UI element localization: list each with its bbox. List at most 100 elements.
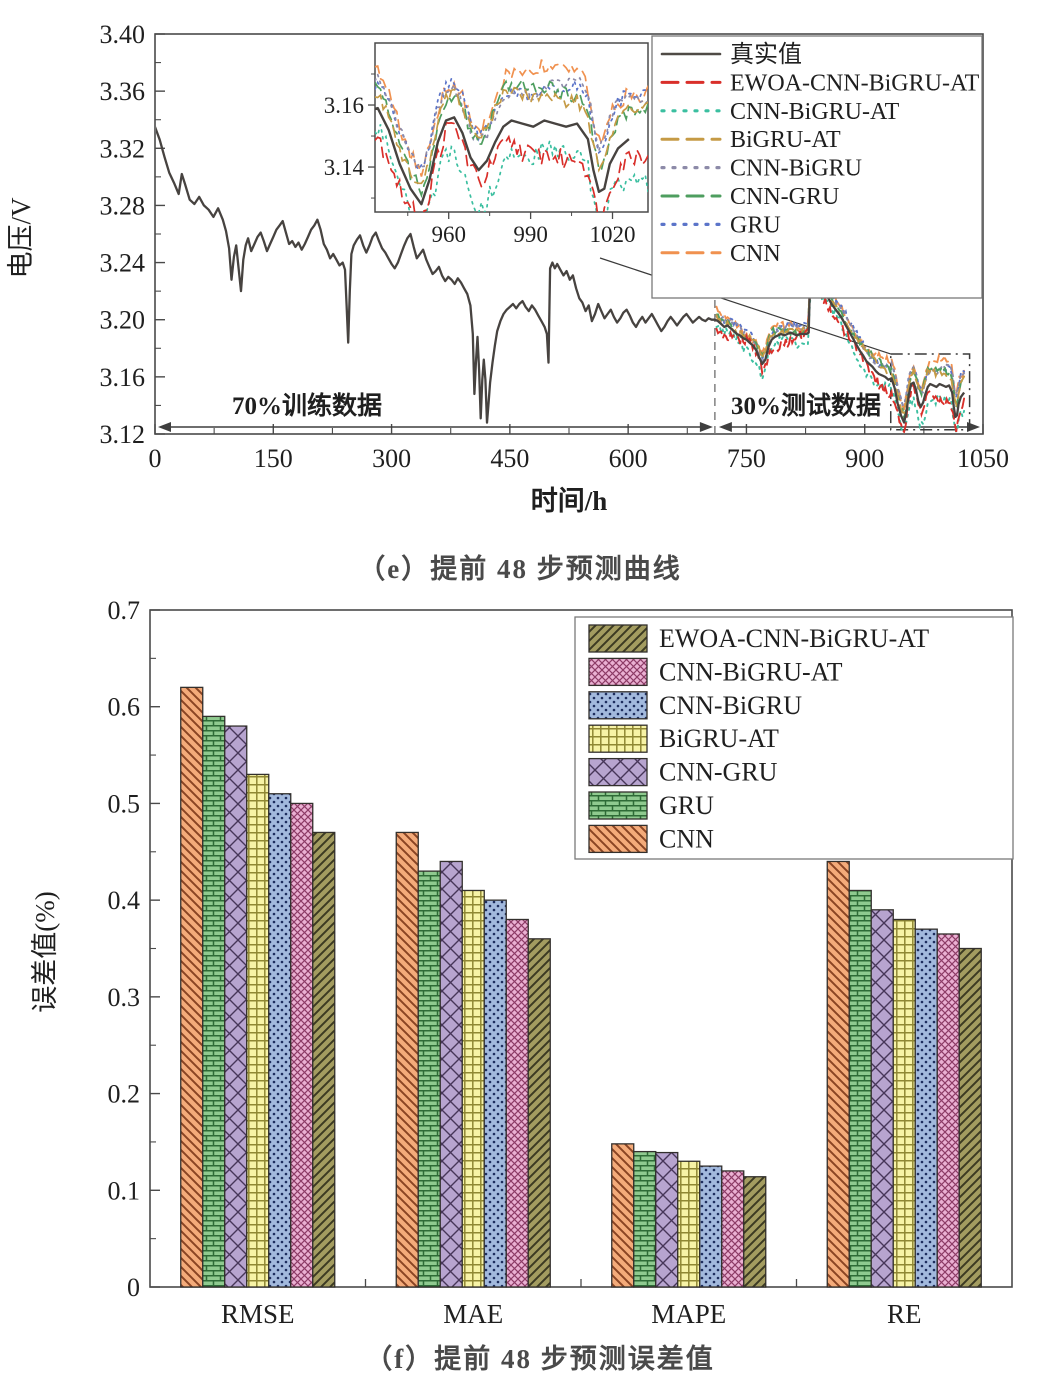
x-tick-label: 450 bbox=[490, 444, 529, 473]
y-tick-label: 0.2 bbox=[108, 1080, 141, 1109]
bar-GRU bbox=[417, 870, 441, 1288]
bar-group-MAE bbox=[395, 831, 551, 1288]
y-tick-label: 0.7 bbox=[108, 600, 141, 625]
bar-legend-label: BiGRU-AT bbox=[659, 724, 779, 753]
legend-label: CNN-GRU bbox=[730, 184, 839, 210]
bar-GRU bbox=[848, 889, 872, 1288]
category-label: MAPE bbox=[651, 1299, 726, 1329]
bar-legend-swatch-GRU bbox=[588, 791, 648, 820]
category-label: MAE bbox=[443, 1299, 503, 1329]
x-tick-label: 900 bbox=[845, 444, 884, 473]
series-group bbox=[156, 126, 966, 433]
y-tick-label: 3.16 bbox=[100, 363, 146, 392]
bar-EWOA-CNN-BiGRU-AT bbox=[527, 938, 551, 1288]
bar-CNN-BiGRU bbox=[483, 899, 507, 1288]
bar-legend-swatch-BiGRU-AT bbox=[588, 724, 648, 753]
bar-group-RE bbox=[826, 860, 982, 1288]
bar-EWOA-CNN-BiGRU-AT bbox=[743, 1176, 767, 1288]
y-tick-label: 0.1 bbox=[108, 1176, 141, 1205]
bar-GRU bbox=[202, 715, 226, 1288]
bar-BiGRU-AT bbox=[461, 889, 485, 1288]
y-tick-label: 3.12 bbox=[100, 420, 146, 449]
test-region-label: 30%测试数据 bbox=[731, 392, 881, 420]
bar-BiGRU-AT bbox=[892, 918, 916, 1288]
y-tick-label: 0.3 bbox=[108, 983, 141, 1012]
bar-BiGRU-AT bbox=[677, 1160, 701, 1288]
x-tick-label: 1050 bbox=[957, 444, 1009, 473]
bar-chart-f: 误差值(%) （f）提前 48 步预测误差值 0 0.1 0.2 0.3 0.4 0.5 0… bbox=[30, 600, 1014, 1374]
x-tick-label: 150 bbox=[254, 444, 293, 473]
bar-legend-label: EWOA-CNN-BiGRU-AT bbox=[659, 624, 929, 653]
inset-series-group bbox=[375, 59, 648, 212]
bar-legend-label: CNN-BiGRU-AT bbox=[659, 657, 843, 686]
inset-frame bbox=[374, 42, 649, 213]
train-span-arrow-head-right bbox=[699, 422, 713, 432]
x-tick-label: 300 bbox=[372, 444, 411, 473]
bar-CNN-BiGRU-AT bbox=[290, 802, 314, 1288]
bar-legend-swatch-CNN-BiGRU bbox=[588, 691, 648, 720]
inset-pred-line-BiGRU-AT bbox=[375, 86, 648, 185]
bar-CNN bbox=[826, 860, 850, 1288]
inset-y-tick-label: 3.14 bbox=[324, 155, 365, 180]
bar-CNN bbox=[395, 831, 419, 1288]
bar-legend-swatch-CNN-GRU bbox=[588, 757, 648, 787]
x-tick-label: 750 bbox=[727, 444, 766, 473]
bar-CNN-GRU bbox=[224, 725, 248, 1288]
y-tick-label: 0.6 bbox=[108, 693, 141, 722]
inset-x-tick-label: 990 bbox=[513, 222, 548, 247]
bar-group-RMSE bbox=[180, 686, 336, 1288]
bar-CNN-BiGRU-AT bbox=[505, 918, 529, 1288]
bar-BiGRU-AT bbox=[246, 773, 270, 1288]
train-region-label: 70%训练数据 bbox=[232, 391, 382, 420]
bar-legend-swatch-EWOA-CNN-BiGRU-AT bbox=[588, 624, 648, 653]
x-tick-label: 600 bbox=[609, 444, 648, 473]
bar-legend-label: GRU bbox=[659, 791, 714, 820]
legend-label: BiGRU-AT bbox=[730, 127, 841, 153]
bar-legend-swatch-CNN-BiGRU-AT bbox=[588, 657, 648, 687]
category-label: RE bbox=[887, 1299, 922, 1329]
caption-f: （f）提前 48 步预测误差值 bbox=[365, 1343, 715, 1374]
y-tick-label: 0.5 bbox=[108, 789, 141, 818]
inset-y-tick-label: 3.16 bbox=[324, 93, 364, 118]
x-axis-label-time: 时间/h bbox=[531, 486, 608, 516]
legend-label: CNN-BiGRU-AT bbox=[730, 99, 900, 125]
inset-pred-line-CNN-BiGRU-AT bbox=[375, 124, 648, 212]
pred-line-CNN-BiGRU bbox=[715, 267, 966, 407]
caption-e: （e）提前 48 步预测曲线 bbox=[358, 553, 681, 584]
bar-CNN bbox=[180, 686, 204, 1288]
bar-CNN-GRU bbox=[439, 860, 463, 1288]
bar-legend-label: CNN-GRU bbox=[659, 758, 778, 787]
category-label: RMSE bbox=[221, 1299, 295, 1329]
bar-CNN-BiGRU-AT bbox=[936, 933, 960, 1288]
legend-label: 真实值 bbox=[730, 41, 802, 68]
y-tick-label: 3.32 bbox=[100, 134, 146, 163]
y-tick-label: 3.20 bbox=[100, 306, 146, 335]
inset-pred-line-CNN-GRU bbox=[375, 77, 648, 199]
bar-legend-swatch-CNN bbox=[588, 824, 648, 854]
inset-true-line bbox=[375, 106, 630, 206]
bar-CNN bbox=[611, 1143, 635, 1288]
x-tick-label: 0 bbox=[149, 444, 162, 473]
line-chart-e: 电压/V 时间/h （e）提前 48 步预测曲线 70%训练数据 30%测试数据… bbox=[6, 20, 1009, 584]
train-span-arrow-head-left bbox=[158, 422, 171, 432]
y-tick-label: 3.40 bbox=[100, 20, 146, 49]
bar-GRU bbox=[633, 1150, 657, 1288]
bar-legend-label: CNN bbox=[659, 824, 714, 853]
bar-CNN-BiGRU bbox=[268, 793, 292, 1288]
inset-connector-line bbox=[599, 257, 891, 355]
inset-x-tick-label: 960 bbox=[431, 222, 466, 247]
bar-legend-label: CNN-BiGRU bbox=[659, 691, 802, 720]
true-value-line bbox=[156, 126, 966, 424]
inset-pred-line-CNN bbox=[375, 59, 648, 177]
inset-x-tick-label: 1020 bbox=[590, 222, 636, 247]
bar-EWOA-CNN-BiGRU-AT bbox=[958, 947, 982, 1288]
y-tick-label: 3.28 bbox=[100, 191, 146, 220]
y-tick-label: 0 bbox=[127, 1273, 140, 1302]
y-axis-label-voltage: 电压/V bbox=[6, 197, 36, 279]
bar-CNN-GRU bbox=[655, 1151, 679, 1288]
bar-CNN-BiGRU bbox=[699, 1165, 723, 1288]
inset-pred-line-EWOA-CNN-BiGRU-AT bbox=[375, 121, 648, 212]
legend-label: GRU bbox=[730, 212, 781, 238]
y-axis-label-error: 误差值(%) bbox=[30, 891, 60, 1012]
test-span-arrow-head-left bbox=[718, 422, 732, 432]
